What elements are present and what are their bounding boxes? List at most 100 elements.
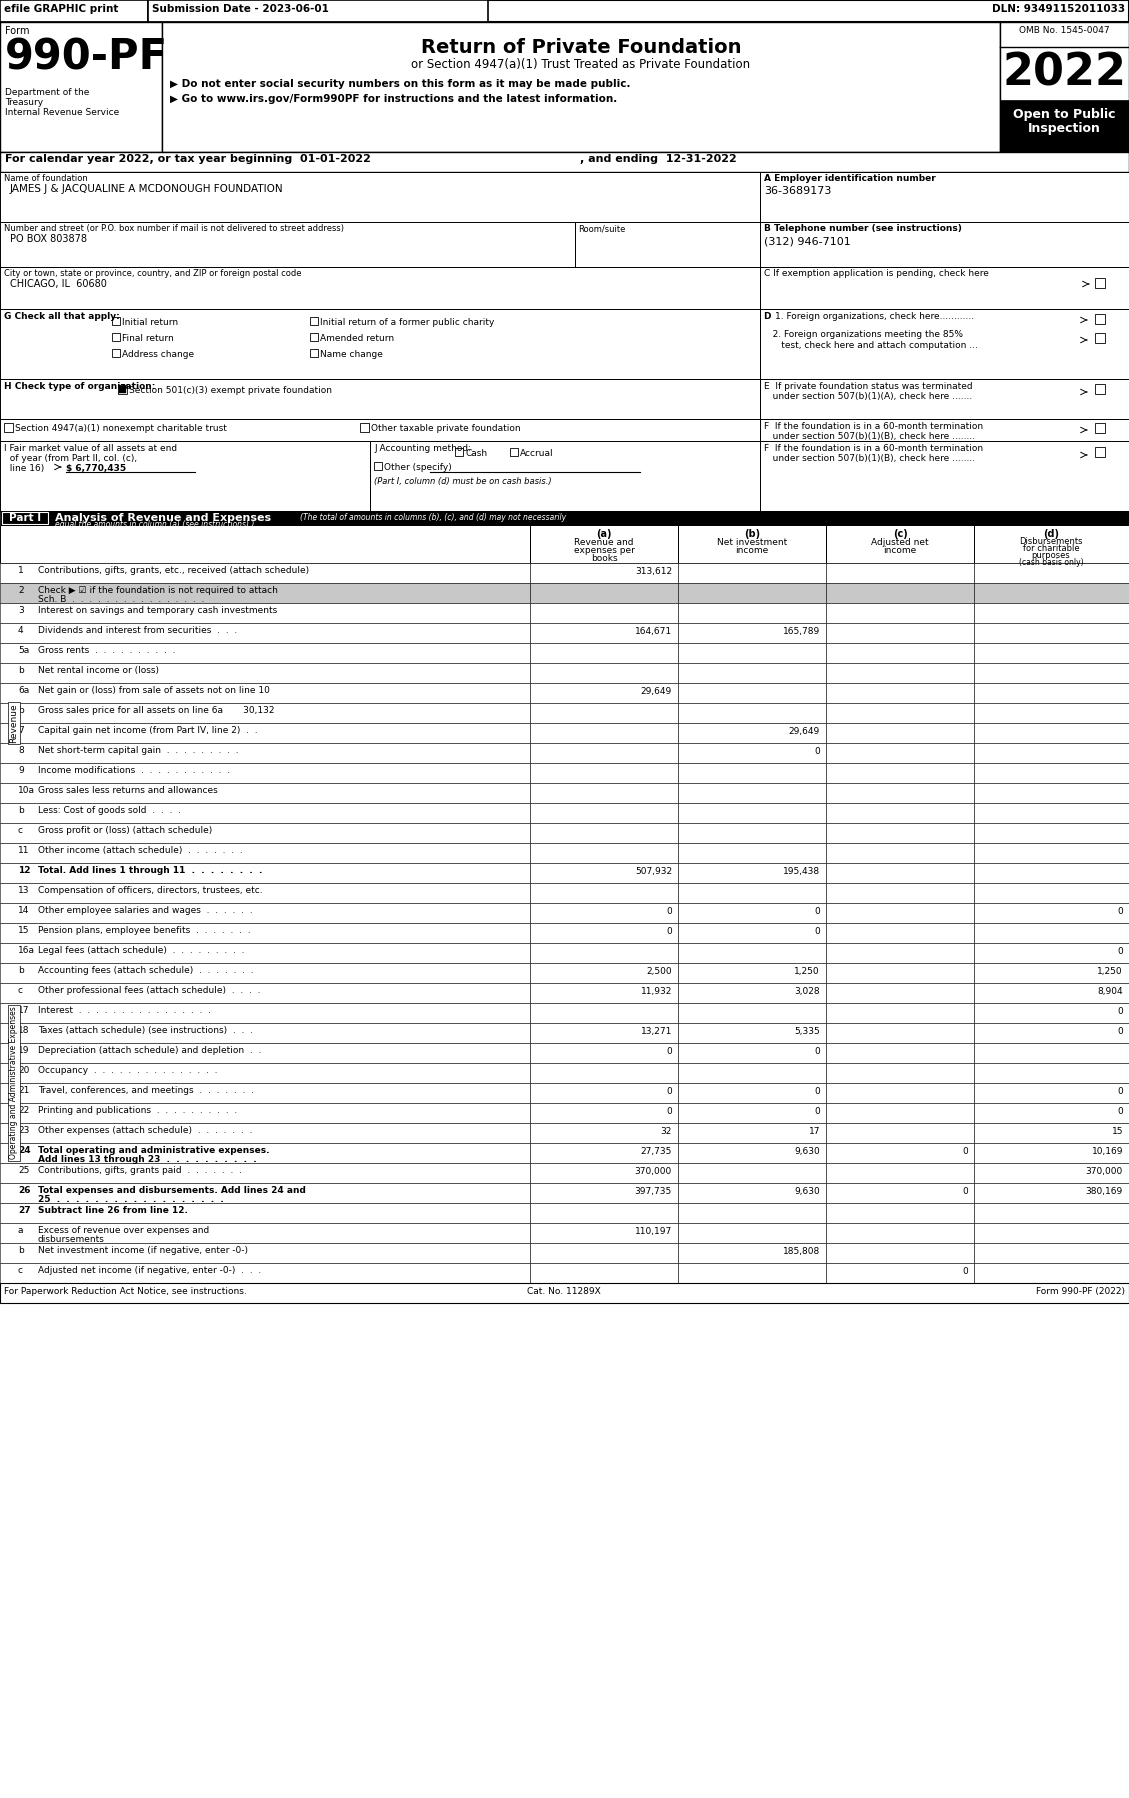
Text: 1,250: 1,250 (795, 967, 820, 976)
Text: efile GRAPHIC print: efile GRAPHIC print (5, 4, 119, 14)
Bar (974, 922, 1129, 942)
Text: Disbursements: Disbursements (1019, 538, 1083, 547)
Bar (0, 903, 530, 922)
Text: (The total of amounts in columns (b), (c), and (d) may not necessarily: (The total of amounts in columns (b), (c… (300, 512, 566, 521)
Bar (530, 583, 679, 602)
Text: 0: 0 (814, 1088, 820, 1097)
Text: income: income (735, 547, 769, 556)
Bar (370, 441, 760, 511)
Text: J Accounting method:: J Accounting method: (374, 444, 471, 453)
Text: books: books (590, 554, 618, 563)
Text: Revenue and: Revenue and (575, 538, 633, 547)
Bar (826, 984, 974, 1003)
Text: F  If the foundation is in a 60-month termination: F If the foundation is in a 60-month ter… (764, 444, 983, 453)
Bar (974, 622, 1129, 644)
Text: Income modifications  .  .  .  .  .  .  .  .  .  .  .: Income modifications . . . . . . . . . .… (38, 766, 230, 775)
Text: 0: 0 (666, 1088, 672, 1097)
Bar (679, 1043, 826, 1063)
Bar (826, 644, 974, 663)
Text: C If exemption application is pending, check here: C If exemption application is pending, c… (764, 270, 989, 279)
Bar (148, 0, 488, 22)
Text: Revenue: Revenue (9, 703, 18, 743)
Text: 9,630: 9,630 (794, 1147, 820, 1156)
Text: Return of Private Foundation: Return of Private Foundation (421, 38, 742, 58)
Bar (679, 823, 826, 843)
Text: Subtract line 26 from line 12.: Subtract line 26 from line 12. (38, 1206, 187, 1215)
Text: Net rental income or (loss): Net rental income or (loss) (38, 665, 159, 674)
Text: Total. Add lines 1 through 11  .  .  .  .  .  .  .  .: Total. Add lines 1 through 11 . . . . . … (38, 867, 262, 876)
Text: E  If private foundation status was terminated: E If private foundation status was termi… (764, 381, 972, 390)
Text: (cash basis only): (cash basis only) (1018, 557, 1084, 566)
Text: Submission Date - 2023-06-01: Submission Date - 2023-06-01 (152, 4, 329, 14)
Bar (0, 762, 530, 782)
Bar (679, 883, 826, 903)
Text: 17: 17 (18, 1007, 29, 1016)
Text: c: c (18, 985, 23, 994)
Text: (a): (a) (596, 529, 612, 539)
Text: (312) 946-7101: (312) 946-7101 (764, 236, 851, 246)
Text: ▶ Go to www.irs.gov/Form990PF for instructions and the latest information.: ▶ Go to www.irs.gov/Form990PF for instru… (170, 93, 618, 104)
Text: under section 507(b)(1)(A), check here .......: under section 507(b)(1)(A), check here .… (764, 392, 972, 401)
Text: ▶ Do not enter social security numbers on this form as it may be made public.: ▶ Do not enter social security numbers o… (170, 79, 630, 88)
Text: Travel, conferences, and meetings  .  .  .  .  .  .  .: Travel, conferences, and meetings . . . … (38, 1086, 254, 1095)
Bar (679, 964, 826, 984)
Bar (826, 843, 974, 863)
Text: 397,735: 397,735 (634, 1187, 672, 1196)
Text: 0: 0 (666, 1108, 672, 1117)
Bar (679, 602, 826, 622)
Text: 15: 15 (18, 926, 29, 935)
Text: 14: 14 (18, 906, 29, 915)
Text: 11,932: 11,932 (640, 987, 672, 996)
Text: for charitable: for charitable (1023, 545, 1079, 554)
Text: 0: 0 (1118, 1027, 1123, 1036)
Text: b: b (18, 707, 24, 716)
Bar (974, 663, 1129, 683)
Text: Amended return: Amended return (320, 334, 394, 343)
Bar (974, 723, 1129, 743)
Text: 21: 21 (18, 1086, 29, 1095)
Text: Other professional fees (attach schedule)  .  .  .  .: Other professional fees (attach schedule… (38, 985, 261, 994)
Text: Cat. No. 11289X: Cat. No. 11289X (527, 1287, 601, 1296)
Text: purposes: purposes (1032, 550, 1070, 559)
Bar (826, 964, 974, 984)
Text: Initial return: Initial return (122, 318, 178, 327)
Text: Depreciation (attach schedule) and depletion  .  .: Depreciation (attach schedule) and deple… (38, 1046, 262, 1055)
Bar (530, 1183, 679, 1203)
Bar (826, 1144, 974, 1163)
Text: 27: 27 (18, 1206, 30, 1215)
Bar (0, 843, 530, 863)
Text: Occupancy  .  .  .  .  .  .  .  .  .  .  .  .  .  .  .: Occupancy . . . . . . . . . . . . . . . (38, 1066, 218, 1075)
Text: Accounting fees (attach schedule)  .  .  .  .  .  .  .: Accounting fees (attach schedule) . . . … (38, 966, 254, 975)
Text: 18: 18 (18, 1027, 29, 1036)
Bar (826, 583, 974, 602)
Bar (0, 309, 760, 379)
Bar (679, 622, 826, 644)
Bar (679, 563, 826, 583)
Bar (826, 743, 974, 762)
Text: Gross sales price for all assets on line 6a       30,132: Gross sales price for all assets on line… (38, 707, 274, 716)
Bar (530, 1063, 679, 1082)
Bar (974, 683, 1129, 703)
Bar (360, 423, 369, 432)
Bar (0, 1124, 530, 1144)
Bar (974, 743, 1129, 762)
Bar (826, 762, 974, 782)
Bar (1095, 333, 1105, 343)
Text: Name of foundation: Name of foundation (5, 174, 88, 183)
Text: Open to Public: Open to Public (1013, 108, 1115, 120)
Text: c: c (18, 1266, 23, 1275)
Bar (530, 762, 679, 782)
Text: 7: 7 (18, 726, 24, 735)
Text: b: b (18, 806, 24, 814)
Text: 0: 0 (814, 1108, 820, 1117)
Text: OMB No. 1545-0047: OMB No. 1545-0047 (1018, 25, 1110, 34)
Bar (679, 663, 826, 683)
Bar (679, 1203, 826, 1223)
Text: 0: 0 (666, 906, 672, 915)
Bar (974, 1124, 1129, 1144)
Text: CHICAGO, IL  60680: CHICAGO, IL 60680 (10, 279, 107, 289)
Bar (760, 309, 1129, 379)
Bar (826, 1223, 974, 1242)
Text: Section 501(c)(3) exempt private foundation: Section 501(c)(3) exempt private foundat… (129, 387, 332, 396)
Text: disbursements: disbursements (38, 1235, 105, 1244)
